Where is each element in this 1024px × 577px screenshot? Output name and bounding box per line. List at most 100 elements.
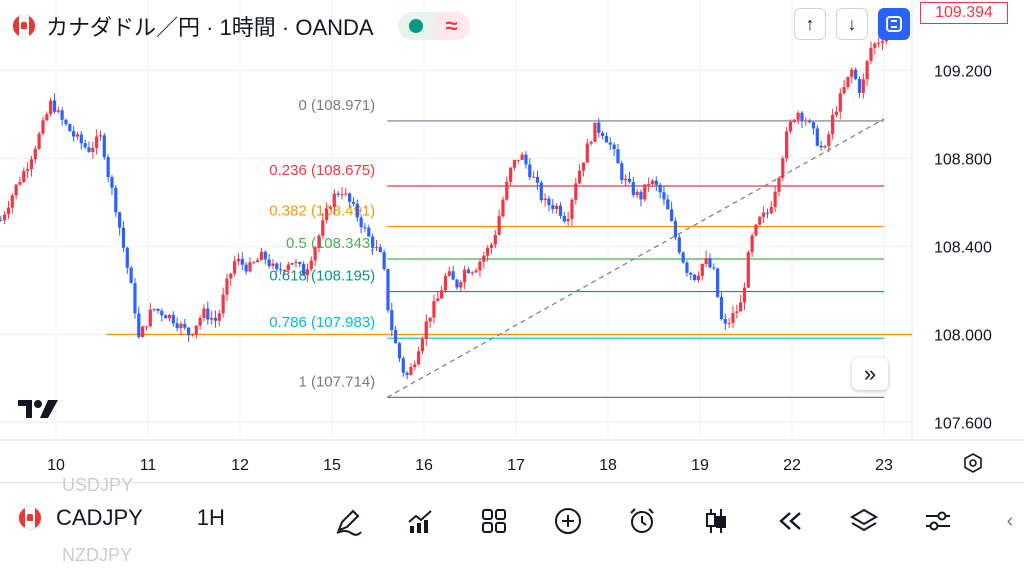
timeframe-selector[interactable]: 1H [196, 505, 225, 530]
candle-body [102, 135, 106, 158]
scroll-up-button[interactable]: ↑ [794, 8, 826, 40]
dot-icon [397, 12, 434, 40]
candle-body [604, 135, 609, 143]
candle-body [685, 262, 689, 273]
candle-body [520, 154, 524, 160]
tradingview-logo[interactable] [18, 396, 66, 427]
candle-body [877, 42, 881, 44]
symbol-selector[interactable]: CADJPY 1H [18, 505, 225, 531]
next-symbol-ghost: NZDJPY [62, 545, 133, 565]
candle-body [397, 343, 402, 359]
candle-body [497, 216, 501, 235]
candle-body [509, 167, 513, 182]
candle-body [432, 301, 436, 318]
candle-body [233, 261, 237, 274]
candle-body [114, 187, 118, 213]
bottom-toolbar: USDJPY NZDJPY CADJPY 1H ‹ [0, 475, 1024, 577]
candle-body [585, 143, 589, 163]
time-axis[interactable]: 10 11 12 15 16 17 18 19 22 23 [47, 457, 893, 474]
candle-body [811, 122, 816, 129]
change-pill[interactable]: ≈ [397, 12, 470, 40]
layouts-icon[interactable] [476, 503, 512, 539]
candle-body [359, 217, 363, 228]
scroll-to-realtime-button[interactable]: » [852, 358, 888, 390]
candle-body [332, 193, 336, 208]
candle-body [428, 317, 432, 322]
candle-body [340, 194, 344, 196]
candle-body [6, 207, 11, 215]
settings-icon[interactable] [920, 503, 956, 539]
price-axis[interactable]: 107.600 108.000 108.400 108.800 109.200 [934, 64, 992, 433]
time-tick-label: 12 [231, 457, 249, 474]
replay-icon[interactable] [772, 503, 808, 539]
candle-body [489, 244, 494, 248]
add-icon[interactable] [550, 503, 586, 539]
candle-body [22, 171, 26, 182]
candle-body [815, 128, 819, 146]
candle-body [175, 323, 179, 329]
candle-body [716, 268, 720, 297]
candle-body [746, 252, 750, 288]
candle-body [543, 198, 547, 200]
more-left-icon[interactable]: ‹ [1006, 509, 1014, 532]
candle-body [60, 110, 64, 120]
candle-series [0, 26, 892, 380]
symbol-name[interactable]: CADJPY [56, 505, 143, 530]
layers-icon[interactable] [846, 503, 882, 539]
candle-body [493, 234, 497, 245]
candle-body [570, 199, 574, 219]
trend-line[interactable] [386, 118, 885, 398]
candle-body [681, 252, 685, 263]
candle-body [374, 247, 379, 249]
indicators-icon[interactable] [402, 503, 438, 539]
candle-body [75, 134, 80, 137]
price-tick-label: 109.200 [934, 64, 992, 81]
candle-body [501, 199, 505, 217]
price-chart[interactable]: 0 (108.971) 0.236 (108.675) 0.382 (108.491… [0, 0, 1024, 482]
candle-body [819, 145, 823, 148]
candle-body [838, 93, 842, 112]
symbol-title[interactable]: カナダドル／円 · 1時間 · OANDA [46, 15, 374, 40]
candle-body [386, 269, 390, 311]
time-tick-label: 15 [323, 457, 341, 474]
candle-body [26, 169, 30, 172]
candle-body [827, 134, 831, 147]
candle-body [152, 308, 156, 310]
scroll-down-button[interactable]: ↓ [836, 8, 868, 40]
candle-body [754, 224, 758, 236]
candle-body [524, 154, 528, 165]
candle-body [762, 212, 766, 217]
candle-body [673, 220, 678, 238]
candle-body [121, 227, 126, 248]
axis-settings-icon[interactable] [962, 452, 984, 480]
candle-body [823, 146, 827, 148]
price-tick-label: 108.400 [934, 239, 992, 256]
candle-body [804, 120, 808, 122]
candle-body [528, 164, 532, 178]
candle-body [735, 311, 739, 313]
candle-body [666, 199, 670, 210]
current-price-label: 109.394 [920, 2, 1008, 24]
candle-body [29, 159, 34, 170]
draw-icon[interactable] [330, 503, 366, 539]
candle-body [210, 317, 214, 320]
candle-body [581, 162, 586, 171]
fullscreen-button[interactable] [878, 8, 910, 40]
candle-body [777, 177, 781, 192]
candle-body [708, 258, 712, 268]
candle-body [141, 326, 145, 338]
candle-body [236, 258, 241, 262]
candle-body [639, 191, 643, 200]
alert-icon[interactable] [624, 503, 660, 539]
candle-body [562, 215, 566, 222]
time-tick-label: 23 [875, 457, 893, 474]
candle-body [190, 334, 195, 336]
candles-icon[interactable] [698, 503, 734, 539]
candle-body [808, 120, 812, 123]
candle-body [87, 147, 91, 152]
candle-body [41, 120, 45, 134]
candle-body [616, 149, 620, 164]
fibonacci-retracement[interactable]: 0 (108.971) 0.236 (108.675) 0.382 (108.491… [106, 97, 912, 398]
candle-body [539, 182, 543, 200]
prev-symbol-ghost: USDJPY [62, 475, 134, 495]
